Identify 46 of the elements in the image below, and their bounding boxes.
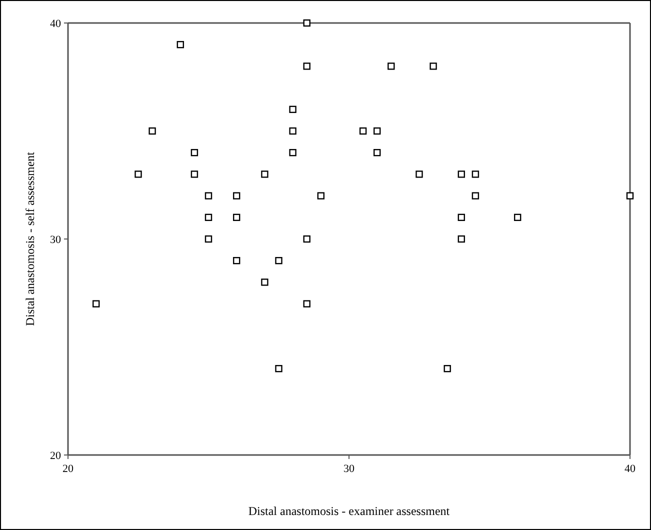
point xyxy=(190,170,198,178)
x-tick-label: 30 xyxy=(344,463,355,475)
point xyxy=(626,192,634,200)
point xyxy=(134,170,142,178)
point xyxy=(190,149,198,156)
point xyxy=(374,127,381,135)
point xyxy=(303,62,310,70)
x-axis-title: Distal anastomosis - examiner assessment xyxy=(248,504,450,518)
point xyxy=(359,127,367,135)
point xyxy=(388,62,395,70)
point xyxy=(472,192,480,200)
point xyxy=(233,257,240,264)
y-axis-title: Distal anastomosis - self assessment xyxy=(23,151,37,326)
point xyxy=(275,365,282,372)
point xyxy=(204,235,212,243)
point xyxy=(303,235,310,243)
y-tick-label: 20 xyxy=(50,450,62,462)
x-tick-label: 40 xyxy=(624,463,636,475)
point xyxy=(148,127,156,135)
point xyxy=(261,278,268,286)
point xyxy=(233,192,240,200)
point xyxy=(204,192,212,200)
point xyxy=(92,300,100,308)
point xyxy=(416,170,423,178)
y-tick-label: 30 xyxy=(50,234,62,246)
point xyxy=(317,192,324,200)
point xyxy=(472,170,480,178)
point xyxy=(303,19,310,27)
point xyxy=(233,214,240,221)
x-tick-label: 20 xyxy=(62,463,74,475)
point xyxy=(458,235,465,243)
point xyxy=(430,62,437,70)
point xyxy=(514,214,522,221)
y-tick-label: 40 xyxy=(50,18,62,30)
point xyxy=(374,149,381,156)
point xyxy=(289,149,296,156)
point xyxy=(289,127,296,135)
point xyxy=(275,257,282,264)
point xyxy=(289,106,296,113)
point xyxy=(458,170,465,178)
point xyxy=(176,41,184,48)
point xyxy=(444,365,451,372)
point xyxy=(458,214,465,221)
point xyxy=(261,170,268,178)
point xyxy=(303,300,310,308)
point xyxy=(204,214,212,221)
